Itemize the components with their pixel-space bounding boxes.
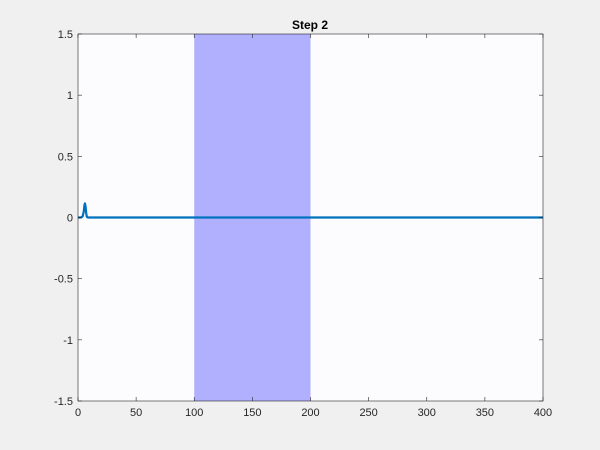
x-tick-label: 250: [359, 407, 377, 419]
x-tick-label: 350: [476, 407, 494, 419]
y-tick-label: -1.5: [54, 396, 73, 408]
y-tick-label: 1.5: [58, 29, 73, 41]
y-axis-ticks: -1.5 -1 -0.5 0 0.5 1 1.5: [54, 29, 543, 408]
y-tick-label: 0: [67, 213, 73, 225]
y-tick-label: 1: [67, 90, 73, 102]
x-tick-label: 200: [301, 407, 319, 419]
y-tick-label: 0.5: [58, 151, 73, 163]
y-tick-label: -1: [63, 335, 73, 347]
x-tick-label: 300: [418, 407, 436, 419]
x-tick-label: 100: [185, 407, 203, 419]
series-line-0: [78, 202, 543, 219]
x-tick-label: 400: [534, 407, 552, 419]
x-axis-ticks: 0 50 100 150 200 250 300 350 400: [75, 34, 552, 419]
chart-title: Step 2: [292, 18, 328, 32]
x-tick-label: 50: [130, 407, 142, 419]
x-tick-label: 0: [75, 407, 81, 419]
x-tick-label: 150: [243, 407, 261, 419]
series-layer: [78, 202, 543, 219]
y-tick-label: -0.5: [54, 274, 73, 286]
